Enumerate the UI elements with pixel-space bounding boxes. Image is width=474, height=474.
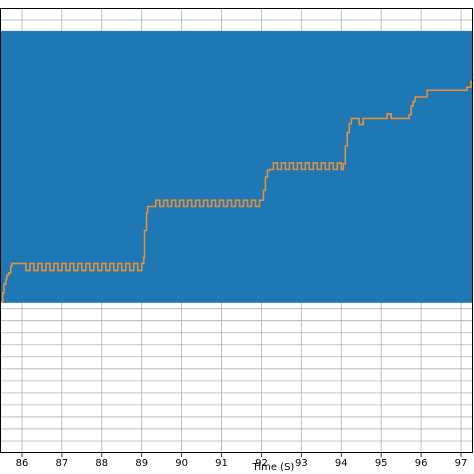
x-tick-label: 89	[135, 458, 148, 469]
x-tick-label: 92	[255, 458, 268, 469]
series-line	[0, 79, 474, 303]
x-axis-ticks: 86 87 88 89 90 91 92 93 94 95 96 97	[16, 453, 468, 469]
x-tick-label: 86	[16, 458, 29, 469]
x-tick-label: 88	[95, 458, 108, 469]
x-tick-label: 87	[56, 458, 69, 469]
x-tick-label: 96	[415, 458, 428, 469]
x-tick-label: 95	[375, 458, 388, 469]
x-tick-label: 93	[295, 458, 308, 469]
blue-band	[0, 30, 473, 303]
x-tick-label: 91	[215, 458, 228, 469]
x-tick-label: 90	[175, 458, 188, 469]
x-tick-label: 94	[335, 458, 348, 469]
x-axis-title: Time (S)	[252, 462, 295, 473]
plot-frame	[0, 8, 473, 453]
x-tick-label: 97	[455, 458, 468, 469]
